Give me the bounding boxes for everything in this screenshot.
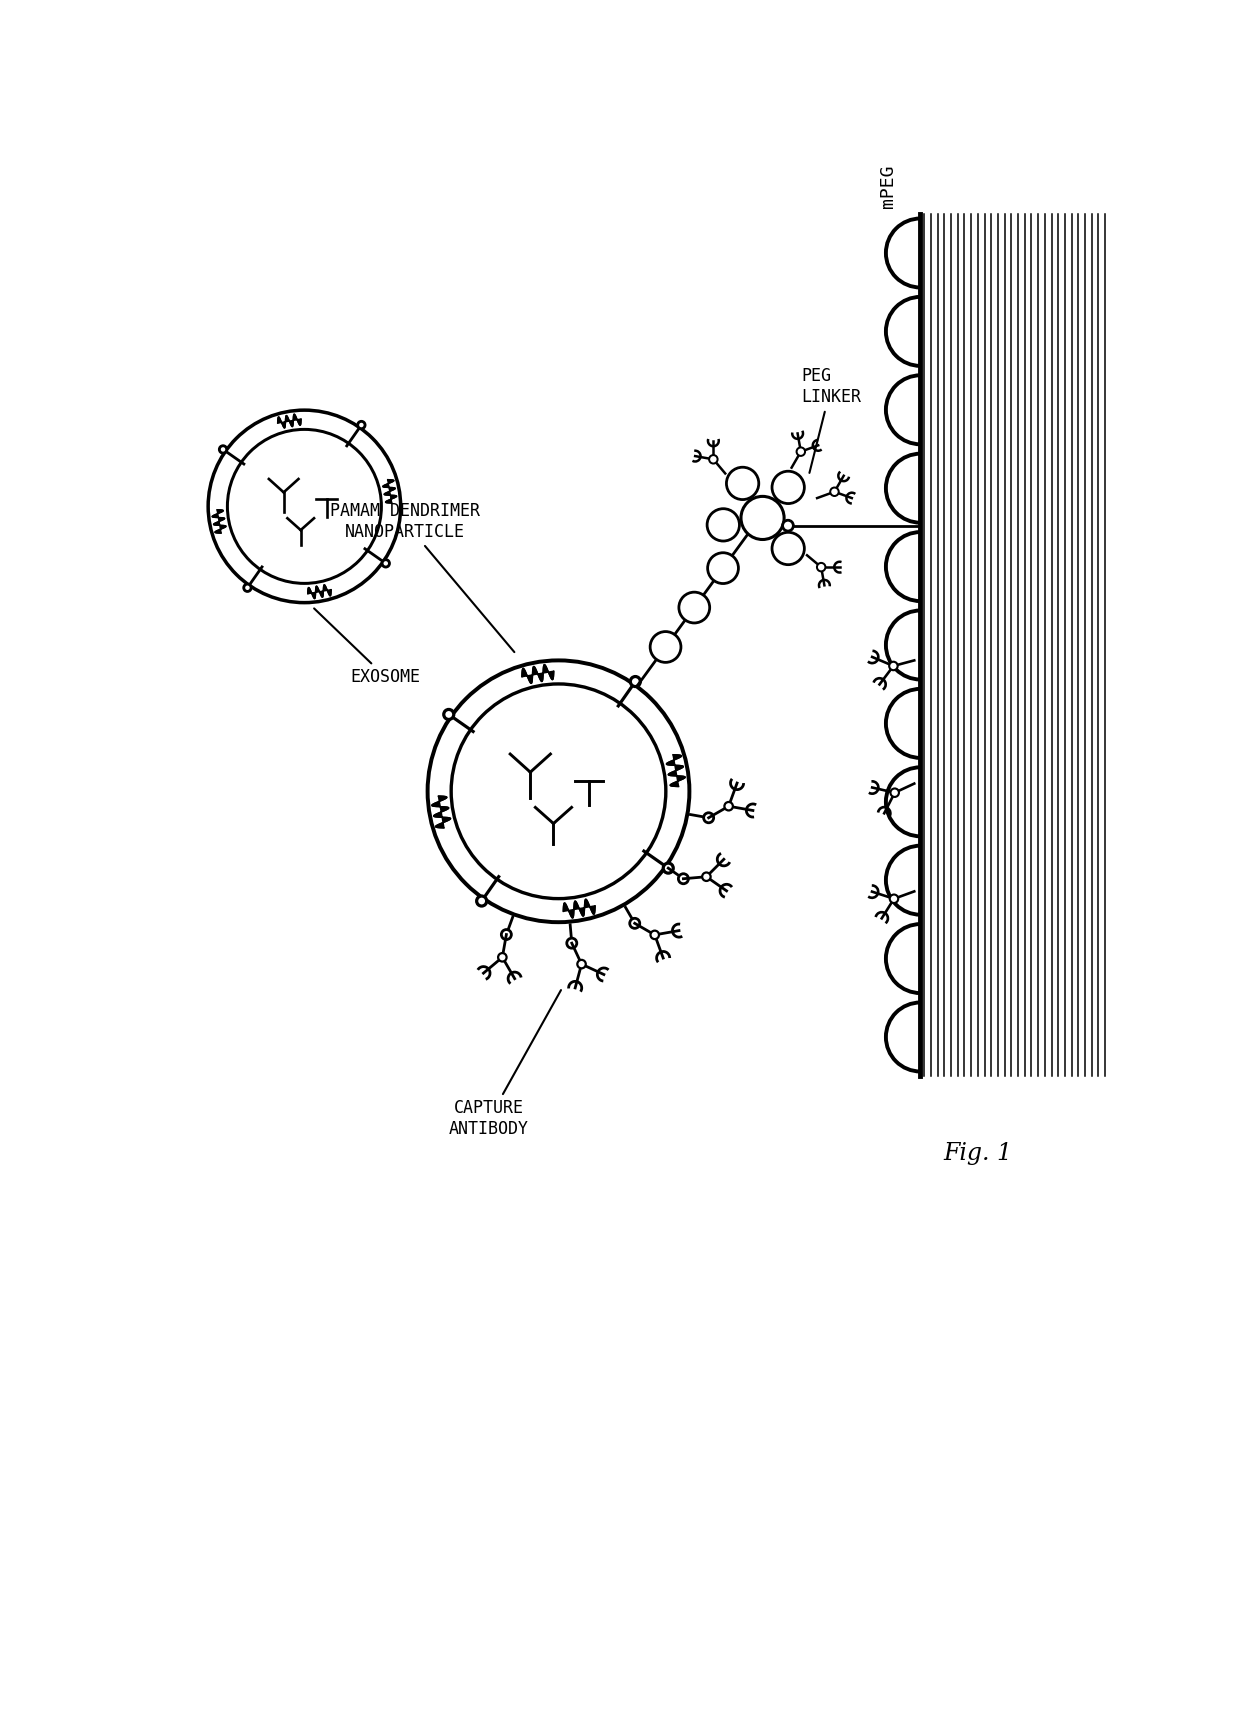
Circle shape [244,583,252,592]
Circle shape [890,895,898,903]
Circle shape [831,488,838,496]
Circle shape [663,862,673,873]
Circle shape [498,953,507,962]
Circle shape [773,532,805,565]
Circle shape [709,455,718,464]
Circle shape [702,873,711,881]
Circle shape [796,447,805,455]
Circle shape [651,931,658,939]
Circle shape [428,660,689,922]
Circle shape [678,874,688,885]
Circle shape [219,447,227,453]
Circle shape [357,421,365,429]
Circle shape [567,938,577,948]
Text: mPEG: mPEG [879,164,897,207]
Circle shape [889,662,898,671]
Circle shape [890,789,899,797]
Circle shape [227,429,382,583]
Circle shape [578,960,585,968]
Circle shape [630,919,640,929]
Circle shape [817,563,826,571]
Circle shape [724,802,733,811]
Circle shape [476,897,486,907]
Circle shape [703,813,714,823]
Circle shape [451,684,666,898]
Circle shape [773,471,805,503]
Text: EXOSOME: EXOSOME [314,609,420,686]
Circle shape [382,559,389,566]
Polygon shape [432,796,450,828]
Text: PEG
LINKER: PEG LINKER [801,368,861,472]
Circle shape [650,631,681,662]
Circle shape [782,520,794,530]
Polygon shape [308,585,331,599]
Polygon shape [278,414,301,428]
Circle shape [742,496,784,539]
Circle shape [727,467,759,500]
Polygon shape [563,900,595,919]
Polygon shape [522,664,554,683]
Polygon shape [666,755,686,787]
Circle shape [630,676,640,686]
Text: CAPTURE
ANTIBODY: CAPTURE ANTIBODY [449,991,560,1138]
Circle shape [501,929,511,939]
Circle shape [678,592,709,623]
Text: Fig. 1: Fig. 1 [944,1141,1013,1165]
Circle shape [707,508,739,541]
Circle shape [708,553,739,583]
Polygon shape [383,479,397,503]
Circle shape [444,710,454,719]
Circle shape [208,411,401,602]
Text: PAMAM DENDRIMER
NANOPARTICLE: PAMAM DENDRIMER NANOPARTICLE [330,503,515,652]
Polygon shape [212,510,226,534]
